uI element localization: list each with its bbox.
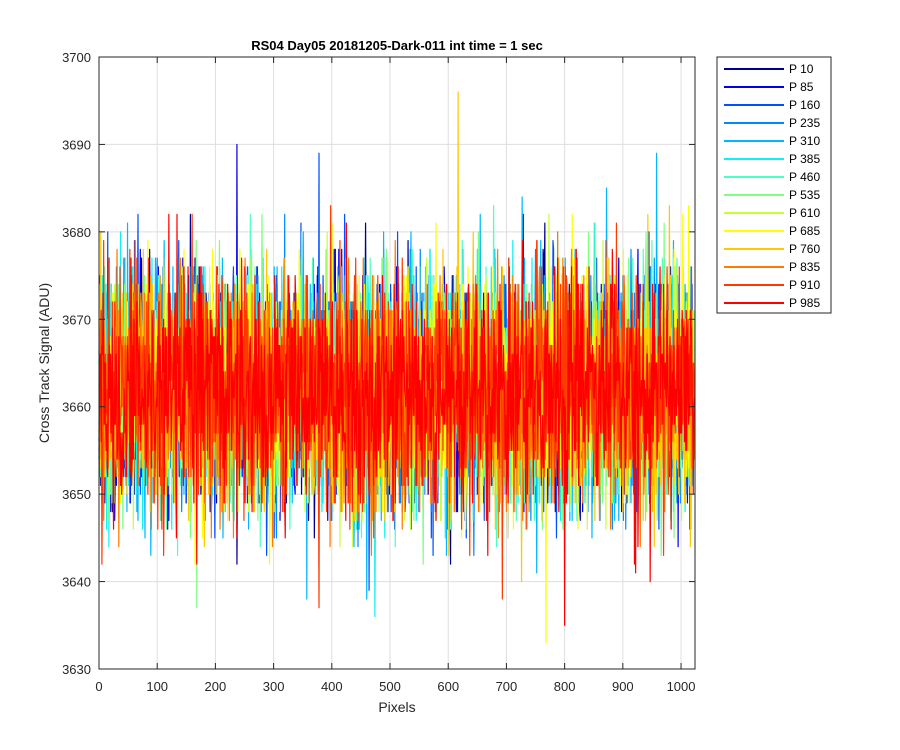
legend-label: P 535 [789, 188, 820, 202]
x-tick-label: 200 [205, 679, 227, 694]
x-tick-label: 0 [95, 679, 102, 694]
legend-label: P 910 [789, 278, 820, 292]
ticks: 0 100 200 300 400 500 600 700 800 900 1000 3630 3640… [62, 50, 695, 694]
x-tick-label: 700 [496, 679, 518, 694]
y-tick-label: 3670 [62, 312, 91, 327]
legend-label: P 235 [789, 116, 820, 130]
legend: P 10 P 85 P 160 P 235 P 310 P 385 P 460 P 535 P … [716, 56, 832, 314]
x-axis-label: Pixels [378, 699, 415, 715]
legend-label: P 610 [789, 206, 820, 220]
x-tick-label: 900 [612, 679, 634, 694]
legend-label: P 310 [789, 134, 820, 148]
legend-label: P 685 [789, 224, 820, 238]
legend-label: P 985 [789, 296, 820, 310]
legend-label: P 10 [789, 62, 814, 76]
x-tick-label: 800 [554, 679, 576, 694]
x-tick-label: 400 [321, 679, 343, 694]
plot-frame [98, 56, 696, 670]
y-tick-label: 3700 [62, 50, 91, 65]
legend-label: P 160 [789, 98, 820, 112]
y-tick-label: 3640 [62, 575, 91, 590]
x-tick-label: 600 [437, 679, 459, 694]
legend-label: P 85 [789, 80, 814, 94]
legend-label: P 460 [789, 170, 820, 184]
y-tick-label: 3660 [62, 400, 91, 415]
y-tick-label: 3690 [62, 137, 91, 152]
chart-title: RS04 Day05 20181205-Dark-011 int time = … [251, 38, 543, 53]
y-tick-label: 3650 [62, 487, 91, 502]
y-axis-label: Cross Track Signal (ADU) [36, 283, 52, 443]
y-tick-label: 3680 [62, 225, 91, 240]
x-tick-label: 100 [146, 679, 168, 694]
x-tick-label: 500 [379, 679, 401, 694]
x-tick-label: 1000 [667, 679, 696, 694]
series-group [98, 91, 696, 644]
legend-box [716, 56, 832, 314]
x-tick-label: 300 [263, 679, 285, 694]
legend-label: P 835 [789, 260, 820, 274]
y-tick-label: 3630 [62, 662, 91, 677]
series-line-p985 [98, 213, 696, 626]
legend-label: P 760 [789, 242, 820, 256]
legend-label: P 385 [789, 152, 820, 166]
